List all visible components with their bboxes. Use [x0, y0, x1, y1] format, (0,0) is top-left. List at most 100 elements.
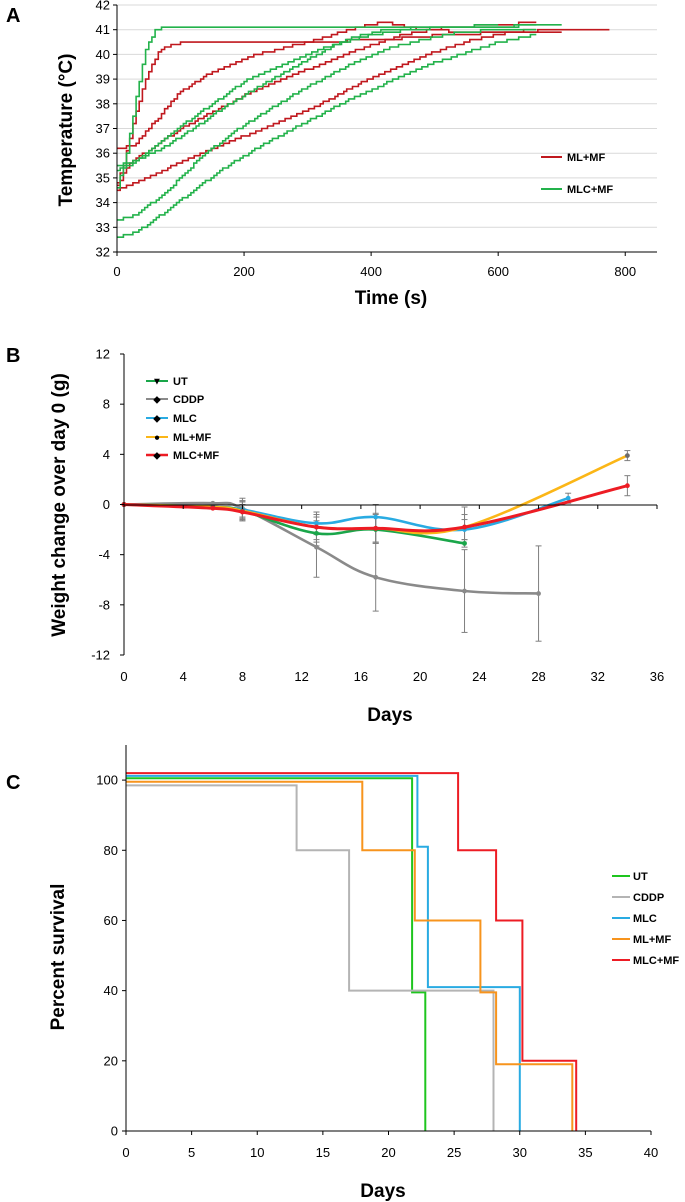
- panel-a-y-label: Temperature (°C): [56, 54, 77, 207]
- panel-b-point-mlc-mf: [462, 524, 467, 530]
- legend-marker-cddp: ◆: [153, 395, 161, 406]
- panel-c-survival-chart: C 0 20 40 60 80 100 0 5 10 15 20 25 30 35 40 Days Per…: [6, 745, 679, 1202]
- panel-b-x-tick-label: 20: [413, 669, 427, 684]
- panel-a-legend: ML+MF MLC+MF: [541, 152, 613, 196]
- legend-label-mlc-mf-c: MLC+MF: [633, 955, 679, 967]
- panel-b-point-cddp: [536, 591, 541, 596]
- panel-a-series-ml-mf-run-1: [117, 31, 562, 184]
- panel-c-x-tick-label: 25: [447, 1145, 461, 1160]
- panel-c-y-tick-label: 0: [111, 1124, 118, 1139]
- panel-a-x-tick-label: 400: [360, 264, 382, 279]
- panel-b-x-label: Days: [367, 705, 412, 726]
- panel-a-letter: A: [6, 5, 20, 27]
- panel-c-y-tick-label: 100: [96, 773, 118, 788]
- panel-c-x-tick-label: 10: [250, 1145, 264, 1160]
- panel-a-y-tick-label: 41: [96, 22, 110, 37]
- legend-label-mlc-mf-b: MLC+MF: [173, 450, 219, 462]
- panel-b-x-tick-label: 8: [239, 669, 246, 684]
- panel-c-x-label: Days: [360, 1181, 405, 1202]
- panel-a-x-label: Time (s): [355, 288, 428, 309]
- panel-c-y-tick-label: 40: [104, 983, 118, 998]
- panel-c-letter: C: [6, 772, 20, 794]
- panel-b-point-mlc: [373, 514, 379, 520]
- panel-b-y-label: Weight change over day 0 (g): [49, 373, 70, 637]
- panel-b-y-tick-label: -8: [98, 597, 110, 612]
- panel-a-y-tick-label: 35: [96, 170, 110, 185]
- panel-c-legend: UT CDDP MLC ML+MF MLC+MF: [612, 871, 679, 967]
- legend-marker-mlc: ◆: [153, 414, 161, 425]
- panel-b-letter: B: [6, 345, 20, 367]
- panel-a-y-tick-label: 33: [96, 220, 110, 235]
- legend-marker-mlc-mf-b: ◆: [153, 451, 161, 462]
- panel-b-y-tick-label: -12: [91, 648, 110, 663]
- panel-a-x-tick-label: 600: [487, 264, 509, 279]
- panel-c-x-tick-label: 15: [316, 1145, 330, 1160]
- panel-a-x-tick-label: 200: [233, 264, 255, 279]
- panel-b-series: [121, 450, 631, 642]
- legend-label-ut-c: UT: [633, 871, 648, 883]
- legend-label-ml-mf: ML+MF: [567, 152, 605, 164]
- panel-b-y-tick-label: 8: [103, 397, 110, 412]
- panel-b-point-ml-mf: [624, 453, 630, 458]
- panel-a-y-tick-label: 37: [96, 121, 110, 136]
- panel-b-point-cddp: [210, 500, 216, 506]
- panel-c-step-ut: [126, 777, 427, 1131]
- panel-b-point-cddp: [314, 544, 319, 550]
- panel-a-y-tick-label: 38: [96, 96, 110, 111]
- panel-a-x-ticks: 0 200 400 600 800: [113, 252, 636, 279]
- panel-b-point-cddp: [373, 574, 379, 580]
- panel-c-step-mlc-mf: [126, 772, 578, 1131]
- panel-a-series: [117, 21, 610, 238]
- legend-label-cddp: CDDP: [173, 394, 204, 406]
- panel-b-x-tick-label: 12: [294, 669, 308, 684]
- panel-b-line-cddp: [122, 501, 540, 595]
- panel-b-point-mlc-mf: [210, 505, 216, 511]
- panel-c-step-ml-mf: [126, 780, 574, 1131]
- panel-b-x-tick-label: 4: [180, 669, 187, 684]
- panel-c-x-tick-label: 5: [188, 1145, 195, 1160]
- panel-c-step-cddp: [126, 784, 495, 1131]
- panel-c-x-tick-label: 40: [644, 1145, 658, 1160]
- panel-b-point-mlc: [565, 495, 571, 501]
- panel-a-temperature-chart: A 32 33 34 35 36 37 38 39 40 41 42 0 200 400 600 800 T…: [6, 0, 657, 309]
- panel-b-y-ticks: -12 -8 -4 0 4 8 12: [91, 347, 124, 663]
- panel-b-point-mlc: [314, 520, 319, 526]
- panel-a-series-mlc-mf-run-9: [117, 33, 537, 238]
- legend-marker-ml-mf-b: ●: [154, 433, 160, 444]
- panel-b-x-tick-label: 24: [472, 669, 486, 684]
- panel-b-y-tick-label: -4: [98, 547, 110, 562]
- panel-c-series: [126, 772, 578, 1131]
- panel-b-y-tick-label: 12: [96, 347, 110, 362]
- panel-b-point-mlc-mf: [373, 525, 379, 531]
- panel-b-x-tick-label: 28: [531, 669, 545, 684]
- panel-a-y-tick-label: 40: [96, 47, 110, 62]
- panel-a-series-mlc-mf-run-7: [117, 24, 537, 167]
- panel-a-y-tick-label: 39: [96, 72, 110, 87]
- panel-a-x-tick-label: 0: [113, 264, 120, 279]
- panel-a-y-tick-label: 32: [96, 245, 110, 260]
- panel-a-y-ticks: 32 33 34 35 36 37 38 39 40 41 42: [96, 0, 117, 260]
- panel-b-legend: ▼ UT ◆ CDDP ◆ MLC ● ML+MF ◆ MLC+MF: [146, 376, 219, 462]
- panel-b-x-ticks: 0 4 8 12 16 20 24 28 32 36: [120, 505, 664, 684]
- panel-a-series-ml-mf-run-2: [117, 21, 537, 150]
- panel-a-series-ml-mf-run-4: [117, 28, 610, 192]
- panel-b-x-tick-label: 16: [354, 669, 368, 684]
- panel-b-point-ut: [462, 540, 467, 546]
- panel-c-step-mlc: [126, 774, 521, 1131]
- panel-b-x-tick-label: 32: [591, 669, 605, 684]
- panel-b-point-mlc-mf: [240, 509, 245, 515]
- panel-c-x-ticks: 0 5 10 15 20 25 30 35 40: [122, 1131, 658, 1160]
- panel-a-y-tick-label: 34: [96, 195, 110, 210]
- panel-c-x-tick-label: 0: [122, 1145, 129, 1160]
- panel-b-x-tick-label: 36: [650, 669, 664, 684]
- legend-marker-ut: ▼: [152, 377, 162, 388]
- panel-b-y-tick-label: 4: [103, 447, 110, 462]
- panel-a-series-mlc-mf-run-6: [117, 24, 499, 172]
- panel-c-x-tick-label: 30: [513, 1145, 527, 1160]
- panel-b-point-ut: [314, 530, 319, 536]
- panel-c-y-ticks: 0 20 40 60 80 100: [96, 773, 126, 1139]
- legend-label-ut: UT: [173, 376, 188, 388]
- panel-b-weight-chart: B -12 -8 -4 0 4 8 12 0 4 8 12 16 20 24 28 32 36 Days We…: [6, 345, 664, 726]
- legend-label-mlc: MLC: [173, 413, 197, 425]
